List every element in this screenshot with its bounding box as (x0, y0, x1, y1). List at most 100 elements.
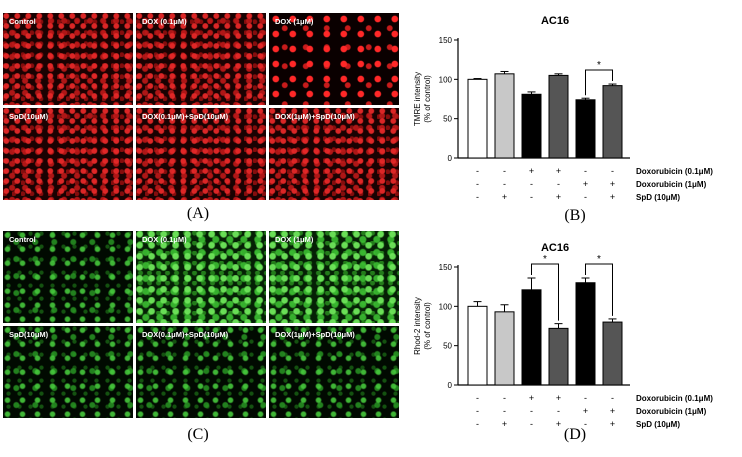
bar (494, 311, 515, 386)
panel-label-d: (D) (563, 426, 587, 443)
treatment-sign: - (530, 179, 533, 189)
treatment-label: SpD (10μM) (636, 420, 680, 429)
y-tick-label: 150 (439, 36, 453, 45)
tmre-micrograph-grid: Control DOX (0.1μM) DOX (1μM) SpD(10μM) … (3, 13, 399, 200)
treatment-sign: + (502, 419, 507, 429)
micrograph-label: DOX (1μM) (275, 17, 314, 26)
micrograph-label: DOX(0.1μM)+SpD(10μM) (142, 112, 229, 121)
micrograph-label: DOX (0.1μM) (142, 235, 187, 244)
rhod2-micrograph-grid: Control DOX (0.1μM) DOX (1μM) SpD(10μM) … (3, 231, 399, 418)
bar (602, 85, 623, 159)
significance-bracket (531, 263, 559, 321)
micrograph-label: Control (9, 235, 36, 244)
micrograph-label: DOX(0.1μM)+SpD(10μM) (142, 330, 229, 339)
y-tick-label: 100 (439, 302, 453, 311)
tmre-bar-chart: AC16 TMRE intensity (% of control) 0 50 100 15… (413, 15, 713, 202)
treatment-sign: - (476, 192, 479, 202)
micrograph-label: DOX(1μM)+SpD(10μM) (275, 112, 355, 121)
y-axis-label: TMRE intensity (413, 72, 422, 126)
treatment-sign: + (556, 393, 561, 403)
rhod2-bar-chart: AC16 Rhod-2 intensity (% of control) 0 50 100… (413, 242, 713, 429)
treatment-sign: - (557, 406, 560, 416)
treatment-sign: - (476, 166, 479, 176)
y-axis-label: (% of control) (423, 75, 432, 123)
micrograph-tile: DOX (1μM) (269, 231, 399, 323)
bar (575, 99, 596, 159)
micrograph-tile: SpD(10μM) (3, 108, 133, 200)
chart-title: AC16 (541, 15, 569, 27)
treatment-sign: + (610, 192, 615, 202)
treatment-sign: + (610, 179, 615, 189)
micrograph-tile: DOX(0.1μM)+SpD(10μM) (136, 326, 266, 418)
micrograph-label: DOX(1μM)+SpD(10μM) (275, 330, 355, 339)
treatment-sign: - (611, 393, 614, 403)
bar (602, 321, 623, 386)
bar (548, 327, 569, 386)
treatment-sign: - (503, 179, 506, 189)
chart-title: AC16 (541, 242, 569, 254)
y-axis-label: (% of control) (423, 302, 432, 350)
y-tick-label: 50 (443, 115, 452, 124)
micrograph-tile: DOX(1μM)+SpD(10μM) (269, 108, 399, 200)
treatment-sign: + (556, 419, 561, 429)
treatment-sign: - (530, 406, 533, 416)
y-tick-label: 100 (439, 75, 453, 84)
treatment-sign: + (529, 166, 534, 176)
micrograph-tile: DOX(1μM)+SpD(10μM) (269, 326, 399, 418)
significance-bracket (585, 69, 613, 96)
micrograph-label: DOX (0.1μM) (142, 17, 187, 26)
bar (521, 93, 542, 159)
treatment-sign: - (476, 419, 479, 429)
treatment-sign: + (556, 166, 561, 176)
treatment-sign: - (503, 406, 506, 416)
y-tick-label: 0 (448, 154, 453, 163)
y-axis-label: Rhod-2 intensity (413, 297, 422, 355)
treatment-label: Doxorubicin (1μM) (636, 407, 707, 416)
y-tick-label: 0 (448, 381, 453, 390)
treatment-label: Doxorubicin (0.1μM) (636, 394, 713, 403)
y-tick-label: 150 (439, 263, 453, 272)
treatment-sign: - (530, 419, 533, 429)
bar (575, 282, 596, 386)
treatment-sign: - (530, 192, 533, 202)
treatment-sign: - (503, 166, 506, 176)
treatment-sign: + (529, 393, 534, 403)
treatment-sign: + (610, 419, 615, 429)
treatment-sign: + (583, 179, 588, 189)
micrograph-tile: SpD(10μM) (3, 326, 133, 418)
micrograph-tile: DOX(0.1μM)+SpD(10μM) (136, 108, 266, 200)
bar (521, 289, 542, 386)
bar (467, 305, 488, 386)
treatment-label: Doxorubicin (1μM) (636, 180, 707, 189)
panel-label-a: (A) (186, 205, 210, 222)
treatment-sign: - (476, 393, 479, 403)
treatment-sign: - (584, 419, 587, 429)
y-tick-label: 50 (443, 342, 452, 351)
micrograph-tile: Control (3, 231, 133, 323)
micrograph-tile: DOX (0.1μM) (136, 13, 266, 105)
micrograph-label: DOX (1μM) (275, 235, 314, 244)
treatment-sign: + (556, 192, 561, 202)
micrograph-label: Control (9, 17, 36, 26)
treatment-sign: - (476, 406, 479, 416)
micrograph-label: SpD(10μM) (9, 112, 49, 121)
significance-marker: * (597, 254, 601, 265)
significance-marker: * (597, 60, 601, 71)
significance-marker: * (543, 254, 547, 265)
treatment-sign: - (503, 393, 506, 403)
treatment-sign: - (611, 166, 614, 176)
panel-label-c: (C) (187, 426, 209, 443)
treatment-sign: - (584, 192, 587, 202)
treatment-sign: + (610, 406, 615, 416)
treatment-sign: + (502, 192, 507, 202)
treatment-sign: - (584, 393, 587, 403)
micrograph-tile: DOX (1μM) (269, 13, 399, 105)
treatment-label: SpD (10μM) (636, 193, 680, 202)
treatment-sign: - (476, 179, 479, 189)
treatment-label: Doxorubicin (0.1μM) (636, 167, 713, 176)
micrograph-label: SpD(10μM) (9, 330, 49, 339)
bar (467, 78, 488, 159)
micrograph-tile: Control (3, 13, 133, 105)
bar (494, 73, 515, 159)
panel-label-b: (B) (564, 207, 586, 224)
